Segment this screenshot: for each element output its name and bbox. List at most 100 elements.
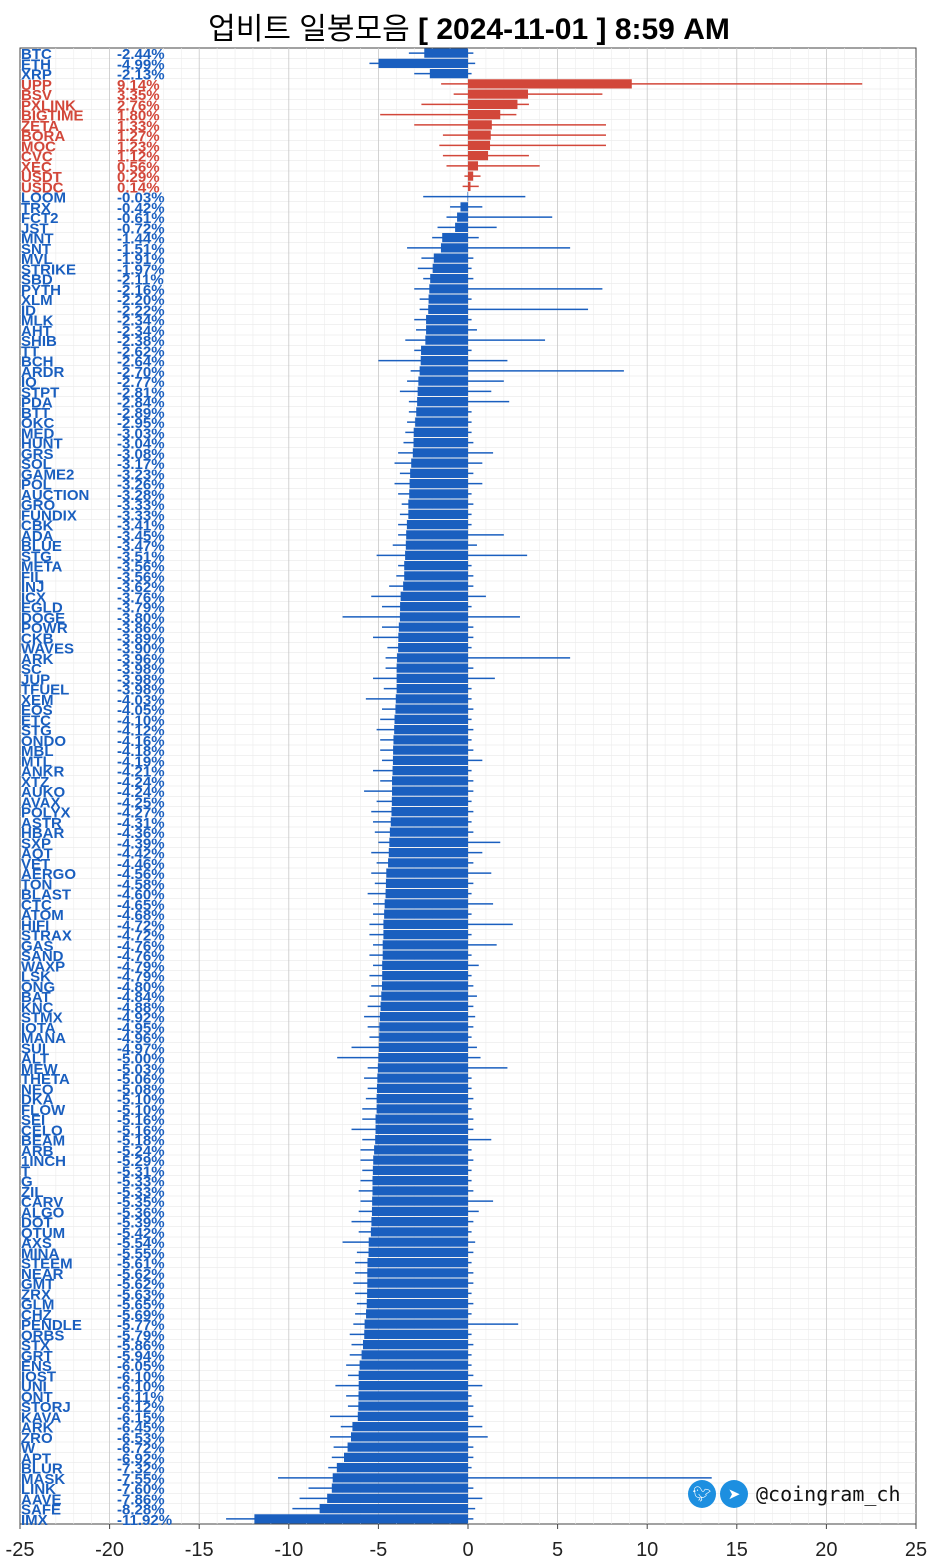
pct-label: -2.34% (117, 313, 165, 330)
bar (367, 1288, 468, 1298)
bar (391, 796, 468, 806)
bar (468, 130, 491, 140)
coin-label: CHZ (21, 1307, 52, 1324)
bar (377, 1063, 468, 1073)
pct-label: -4.36% (117, 825, 165, 842)
bar (376, 1104, 468, 1114)
coin-label: POLYX (21, 805, 70, 822)
coin-label: SHIB (21, 333, 57, 350)
coin-label: THETA (21, 1071, 70, 1088)
bar (379, 1022, 468, 1032)
bar (383, 930, 468, 940)
pct-label: -4.16% (117, 733, 165, 750)
coin-label: BIGTIME (21, 108, 84, 125)
bar (343, 1452, 468, 1462)
coin-label: STPT (21, 384, 59, 401)
coin-label: ZRO (21, 1430, 53, 1447)
coin-label: DKA (21, 1092, 54, 1109)
bar (413, 438, 468, 448)
bar (404, 571, 468, 581)
pct-label: -7.32% (117, 1461, 165, 1478)
bar (428, 304, 468, 314)
coin-label: PENDLE (21, 1317, 82, 1334)
bar (468, 89, 529, 99)
pct-label: -5.69% (117, 1307, 165, 1324)
bar (388, 848, 468, 858)
bar (364, 1329, 468, 1339)
x-axis: -25 -20 -15 -10 -5 0 5 10 15 20 25 (6, 1524, 927, 1561)
x-tick-label: 10 (636, 1539, 658, 1561)
coin-label: GMT (21, 1276, 54, 1293)
bar (468, 181, 471, 191)
bar (371, 1217, 468, 1227)
pct-label: -5.10% (117, 1092, 165, 1109)
x-tick-label: -10 (274, 1539, 303, 1561)
bar (378, 1042, 468, 1052)
pct-label: -6.10% (117, 1368, 165, 1385)
coin-label: EGLD (21, 600, 63, 617)
coin-label: SAND (21, 948, 64, 965)
bar (366, 1309, 468, 1319)
bar (390, 817, 468, 827)
coin-label: ANKR (21, 764, 64, 781)
bar (433, 253, 468, 263)
pct-label: 0.29% (117, 169, 160, 186)
bar (382, 960, 468, 970)
pct-label: 1.27% (117, 128, 160, 145)
coin-label: MTL (21, 753, 52, 770)
bar (408, 509, 468, 519)
pct-label: -4.10% (117, 712, 165, 729)
coin-label: AUKO (21, 784, 65, 801)
coin-label: BEAM (21, 1133, 65, 1150)
pct-label: -3.56% (117, 569, 165, 586)
coin-label: CBK (21, 518, 54, 535)
bar (417, 397, 468, 407)
bar (468, 151, 489, 161)
bar (392, 766, 468, 776)
bar (372, 1186, 468, 1196)
pct-label: -5.65% (117, 1297, 165, 1314)
bar (392, 786, 468, 796)
pct-label: -4.25% (117, 794, 165, 811)
coin-label: TON (21, 876, 52, 893)
bar (392, 776, 468, 786)
bar (357, 1411, 468, 1421)
coin-label: USDT (21, 169, 62, 186)
bar (336, 1463, 468, 1473)
pct-label: -5.18% (117, 1133, 165, 1150)
coin-label: 1INCH (21, 1153, 66, 1170)
coin-label: GAME2 (21, 466, 74, 483)
x-tick-label: 5 (552, 1539, 563, 1561)
coin-label: ARK (21, 651, 54, 668)
pct-label: -1.97% (117, 261, 165, 278)
bar (332, 1473, 468, 1483)
bar (388, 858, 468, 868)
x-tick-label: -25 (6, 1539, 35, 1561)
bar (406, 530, 468, 540)
coin-label: PDA (21, 395, 53, 412)
coin-label: AAVE (21, 1491, 62, 1508)
coin-label: ONG (21, 979, 55, 996)
bar (376, 1094, 468, 1104)
bar (418, 376, 468, 386)
coin-label: BTT (21, 405, 50, 422)
coin-label: ARDR (21, 364, 64, 381)
pct-label: -5.33% (117, 1184, 165, 1201)
pct-label: -2.81% (117, 384, 165, 401)
x-tick-label: 15 (726, 1539, 748, 1561)
pct-label: -2.64% (117, 354, 165, 371)
bar (405, 540, 468, 550)
row-labels: BTC -2.44% ETH -4.99% XRP -2.13% UPP 9.14% BSV 3.… (21, 46, 172, 1529)
coin-label: ORBS (21, 1327, 64, 1344)
coin-label: NEO (21, 1081, 54, 1098)
pct-label: -6.11% (117, 1389, 164, 1406)
pct-label: -0.72% (117, 220, 165, 237)
bar (381, 981, 468, 991)
bar (352, 1422, 468, 1432)
bar (254, 1514, 468, 1524)
pct-label: -5.24% (117, 1143, 165, 1160)
coin-label: SC (21, 661, 42, 678)
coin-label: ENS (21, 1358, 52, 1375)
pct-label: 1.33% (117, 118, 160, 135)
